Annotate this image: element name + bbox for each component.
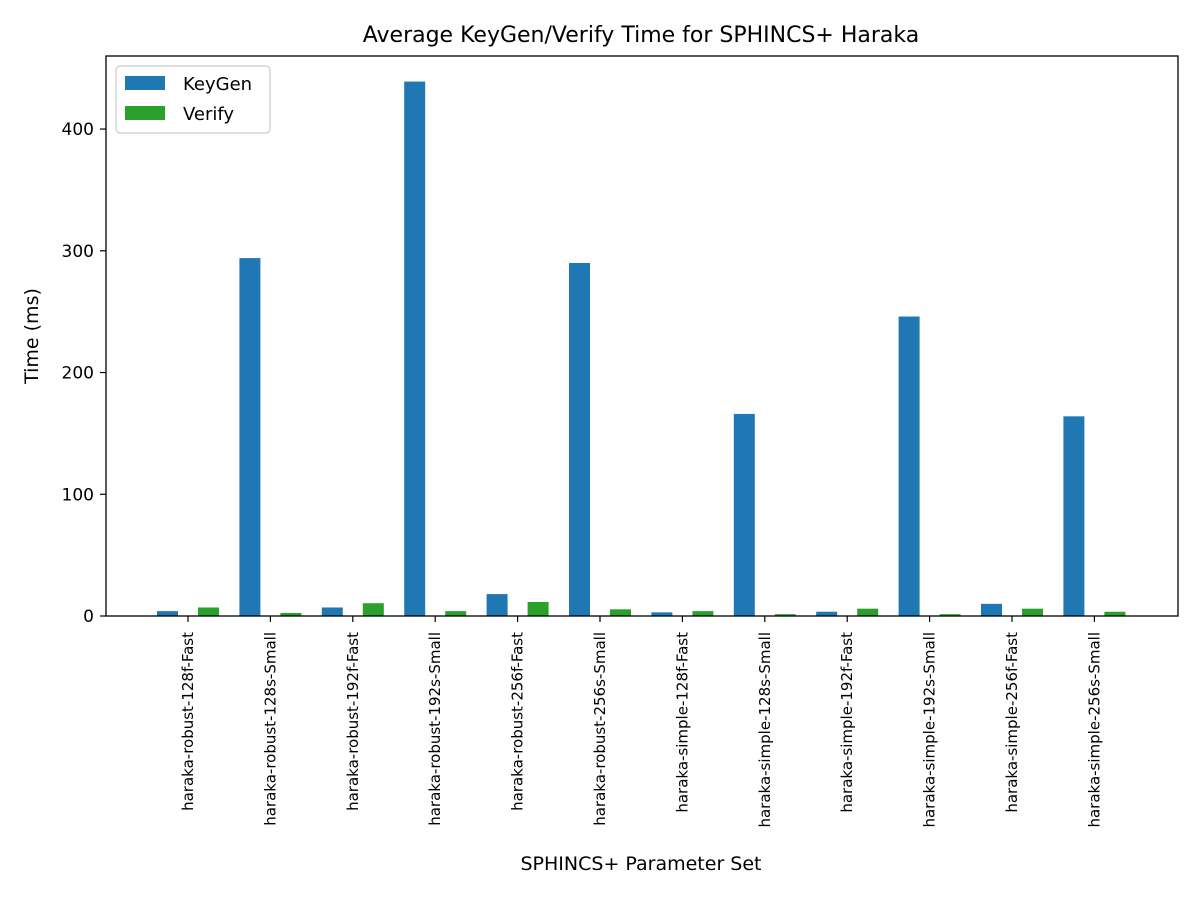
bar-verify-haraka-robust-192s-small (445, 611, 467, 616)
plot-background (106, 56, 1178, 616)
bar-keygen-haraka-simple-192f-fast (816, 611, 838, 616)
y-tick-label: 100 (62, 485, 94, 505)
x-tick-label: haraka-simple-256s-Small (1085, 632, 1103, 828)
bar-verify-haraka-robust-128f-fast (198, 607, 219, 616)
x-tick-label: haraka-robust-128f-Fast (179, 632, 197, 811)
bar-keygen-haraka-robust-256s-small (569, 262, 590, 616)
x-axis-label: SPHINCS+ Parameter Set (521, 853, 762, 875)
y-tick-label: 0 (83, 607, 94, 627)
x-tick-label: haraka-simple-128s-Small (756, 632, 774, 828)
y-ticks-group: 0 100 200 300 400 (62, 120, 106, 627)
bar-keygen-haraka-robust-128f-fast (157, 611, 178, 616)
y-axis-label: Time (ms) (21, 288, 43, 385)
bar-verify-haraka-simple-128s-small (774, 614, 796, 616)
x-tick-label: haraka-simple-192f-Fast (838, 632, 856, 813)
bar-keygen-haraka-robust-192s-small (404, 81, 426, 617)
x-tick-label: haraka-robust-256f-Fast (509, 632, 527, 811)
bar-keygen-haraka-simple-256s-small (1063, 416, 1085, 616)
y-tick-label: 400 (62, 120, 94, 140)
bar-verify-haraka-simple-192f-fast (857, 608, 879, 616)
x-tick-label: haraka-simple-256f-Fast (1003, 632, 1021, 813)
bar-keygen-haraka-simple-256f-fast (981, 603, 1002, 616)
legend: KeyGen Verify (115, 65, 271, 134)
x-tick-label: haraka-robust-256s-Small (591, 632, 609, 826)
bar-verify-haraka-robust-128s-small (280, 612, 302, 616)
x-tick-label: haraka-robust-192s-Small (426, 632, 444, 826)
x-tick-label: haraka-robust-128s-Small (261, 632, 279, 826)
plot-area: haraka-robust-128f-Fast haraka-robust-128… (62, 55, 1179, 828)
bars-group (157, 81, 1126, 617)
bar-keygen-haraka-simple-192s-small (898, 316, 920, 616)
bar-keygen-haraka-robust-256f-fast (486, 594, 508, 616)
bar-verify-haraka-simple-256s-small (1104, 611, 1126, 616)
bar-verify-haraka-simple-256f-fast (1022, 608, 1043, 616)
x-tick-label: haraka-robust-192f-Fast (344, 632, 362, 811)
bar-keygen-haraka-simple-128f-fast (651, 612, 673, 616)
bar-keygen-haraka-robust-128s-small (239, 258, 261, 616)
legend-swatch-verify (125, 106, 165, 120)
bar-keygen-haraka-simple-128s-small (733, 413, 755, 616)
bar-verify-haraka-simple-192s-small (939, 614, 961, 616)
y-tick-label: 300 (62, 242, 94, 262)
x-tick-label: haraka-simple-128f-Fast (673, 632, 691, 813)
y-tick-label: 200 (62, 364, 94, 384)
x-ticks-group: haraka-robust-128f-Fast haraka-robust-128… (179, 616, 1103, 828)
legend-label-keygen: KeyGen (183, 74, 252, 95)
bar-keygen-haraka-robust-192f-fast (321, 607, 343, 616)
bar-verify-haraka-robust-256f-fast (527, 602, 549, 616)
legend-label-verify: Verify (183, 104, 234, 125)
plot-frame (105, 55, 1179, 617)
bar-verify-haraka-simple-128f-fast (692, 611, 714, 616)
x-tick-label: haraka-simple-192s-Small (921, 632, 939, 828)
legend-swatch-keygen (125, 76, 165, 90)
chart-title: Average KeyGen/Verify Time for SPHINCS+ … (363, 23, 920, 48)
bar-verify-haraka-robust-256s-small (610, 609, 631, 616)
bar-verify-haraka-robust-192f-fast (362, 603, 384, 616)
